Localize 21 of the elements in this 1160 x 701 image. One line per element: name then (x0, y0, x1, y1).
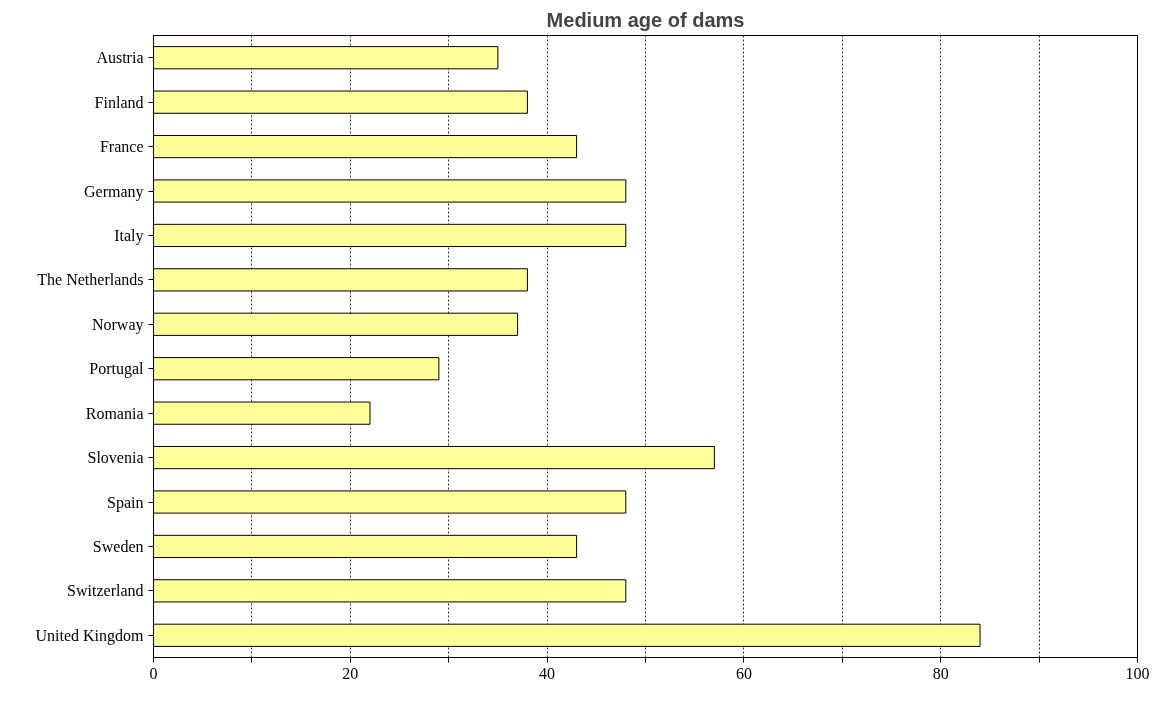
y-tick-label: Slovenia (87, 449, 144, 467)
y-tick-label: Spain (107, 493, 144, 512)
x-tick-label: 100 (1125, 664, 1150, 682)
x-tick-label: 0 (149, 664, 158, 682)
y-tick-label: Portugal (89, 360, 145, 379)
y-tick-label: United Kingdom (35, 626, 145, 645)
y-tick-label: Italy (114, 226, 144, 245)
y-tick-label: Romania (85, 404, 144, 422)
x-tick-label: 80 (932, 664, 949, 682)
y-tick-label: The Netherlands (37, 271, 144, 289)
chart-title: Medium age of dams (546, 8, 745, 31)
y-tick-label: Sweden (92, 537, 144, 555)
x-tick-label: 20 (342, 664, 359, 682)
y-tick-label: France (99, 138, 144, 156)
y-tick-label: Finland (94, 93, 144, 111)
y-tick-label: Austria (96, 49, 144, 67)
y-tick-label: Germany (83, 182, 144, 201)
y-tick-label: Norway (91, 315, 144, 334)
y-tick-label: Switzerland (67, 582, 144, 600)
x-tick-label: 40 (539, 664, 556, 682)
x-tick-label: 60 (735, 664, 752, 682)
